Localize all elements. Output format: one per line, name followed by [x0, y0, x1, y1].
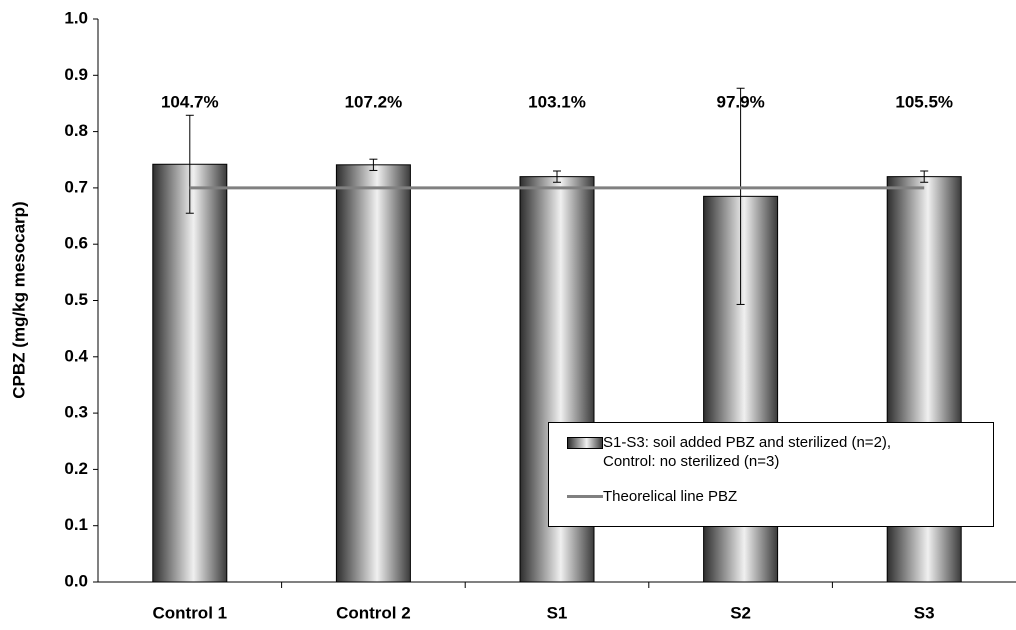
x-tick-label: S3 [914, 603, 935, 622]
x-tick-label: S2 [730, 603, 751, 622]
legend-item: S1-S3: soil added PBZ and sterilized (n=… [567, 433, 891, 471]
bar [336, 165, 410, 582]
y-tick-label: 0.4 [64, 346, 88, 365]
y-tick-label: 0.0 [64, 571, 88, 590]
x-tick-label: S1 [547, 603, 568, 622]
annotation: 105.5% [895, 92, 953, 111]
y-tick-label: 0.9 [64, 65, 88, 84]
y-tick-label: 0.3 [64, 403, 88, 422]
y-axis-label: CPBZ (mg/kg mesocarp) [9, 201, 28, 398]
annotation: 104.7% [161, 92, 219, 111]
legend-swatch [567, 495, 603, 498]
y-tick-label: 0.8 [64, 121, 88, 140]
x-tick-label: Control 1 [152, 603, 227, 622]
y-tick-label: 0.1 [64, 515, 88, 534]
legend-label: S1-S3: soil added PBZ and sterilized (n=… [603, 433, 891, 471]
legend-item: Theorelical line PBZ [567, 487, 737, 506]
legend: S1-S3: soil added PBZ and sterilized (n=… [548, 422, 994, 527]
annotation: 107.2% [345, 92, 403, 111]
page: CPBZ (mg/kg mesocarp) 0.0 0.1 0.2 0.3 0.4 0.5… [0, 0, 1016, 630]
y-tick-label: 0.5 [64, 290, 88, 309]
y-tick-label: 1.0 [64, 8, 88, 27]
y-tick-label: 0.6 [64, 234, 88, 253]
chart: CPBZ (mg/kg mesocarp) 0.0 0.1 0.2 0.3 0.4 0.5… [0, 0, 1016, 630]
legend-swatch [567, 437, 603, 449]
bar [153, 164, 227, 582]
y-tick-label: 0.7 [64, 177, 88, 196]
annotation: 97.9% [716, 92, 764, 111]
x-tick-label: Control 2 [336, 603, 411, 622]
y-tick-label: 0.2 [64, 459, 88, 478]
annotation: 103.1% [528, 92, 586, 111]
legend-label: Theorelical line PBZ [603, 487, 737, 506]
